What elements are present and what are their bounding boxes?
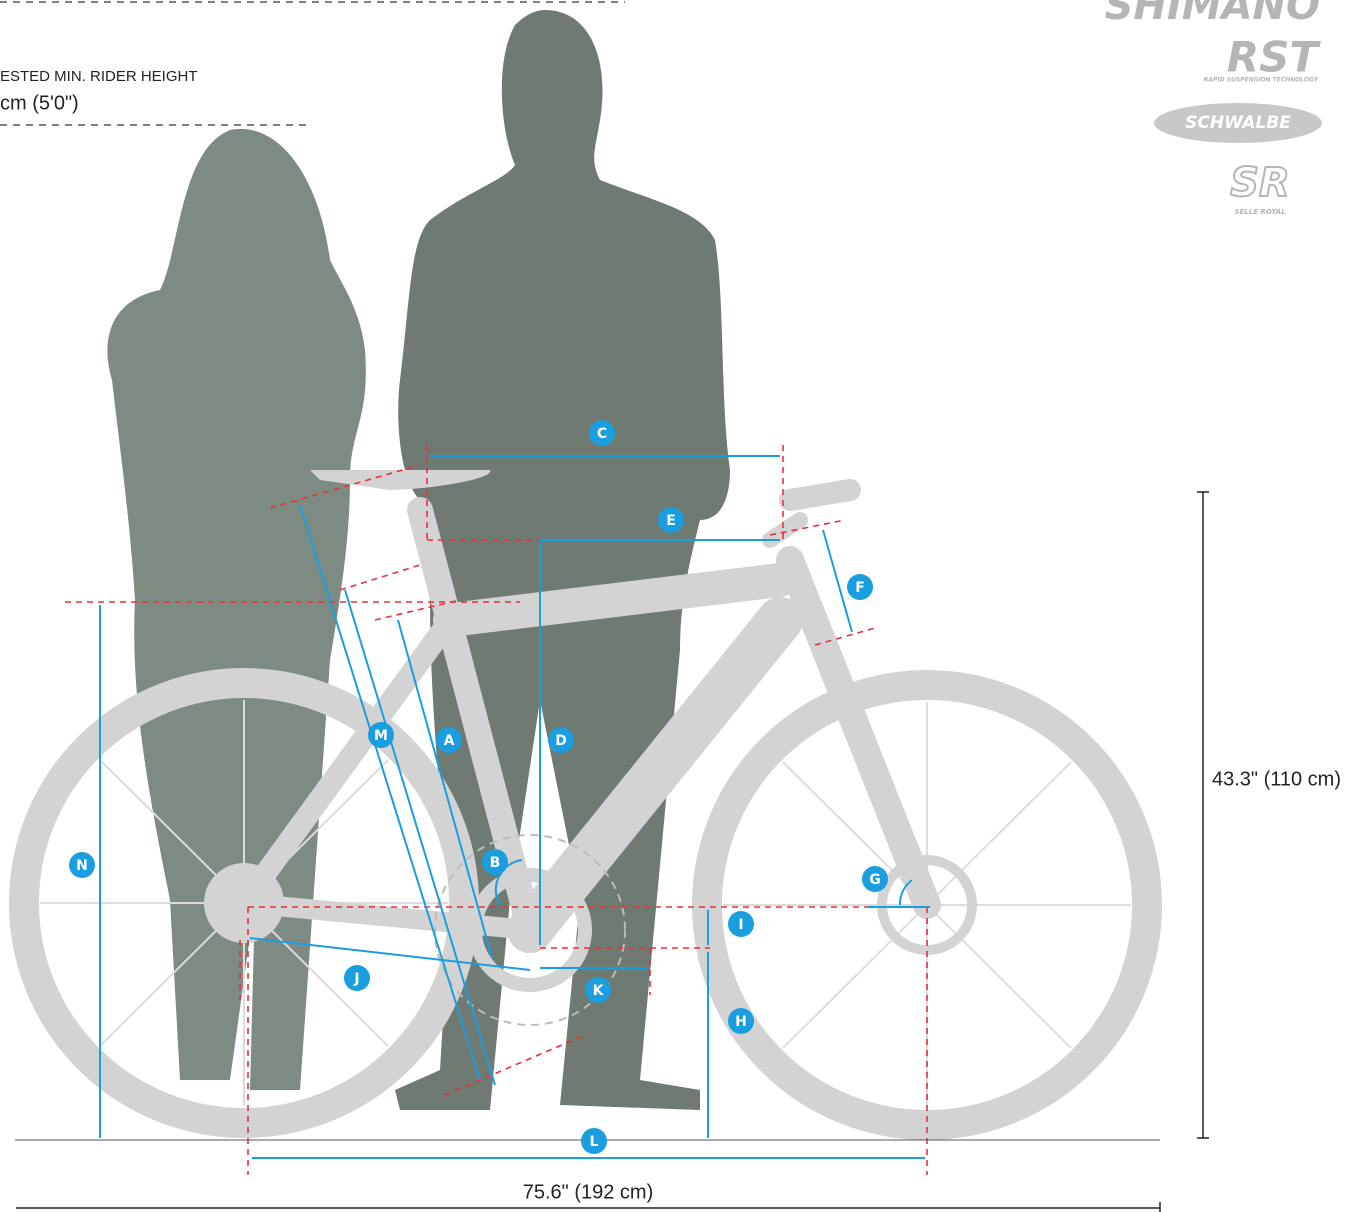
marker-letter: F xyxy=(855,580,865,596)
marker-letter: K xyxy=(593,983,605,999)
dimension-marker: J xyxy=(344,965,370,991)
dimension-marker: N xyxy=(69,852,95,878)
dimension-marker: C xyxy=(589,420,615,446)
rear-hub xyxy=(204,863,284,943)
dimension-marker: D xyxy=(548,727,574,753)
logo-rst: RST xyxy=(1227,33,1322,82)
logo-sr: SR xyxy=(1230,160,1290,206)
marker-letter: B xyxy=(490,855,501,871)
dimension-marker: I xyxy=(728,911,754,937)
marker-letter: E xyxy=(666,513,676,529)
dimension-marker: A xyxy=(436,727,462,753)
logo-rst-sub: RAPID SUSPENSION TECHNOLOGY xyxy=(1204,77,1319,84)
overall-height: 43.3" (110 cm) xyxy=(1212,768,1341,790)
marker-letter: I xyxy=(738,917,743,933)
dimension-marker: K xyxy=(585,977,611,1003)
geometry-diagram: ESTED MIN. RIDER HEIGHT cm (5'0") SHIMAN… xyxy=(0,0,1371,1212)
logo-shimano: SHIMANO xyxy=(1105,0,1320,29)
marker-letter: N xyxy=(76,858,88,874)
grip xyxy=(790,490,850,500)
marker-letter: L xyxy=(590,1134,599,1150)
line xyxy=(340,565,420,590)
overall-length: 75.6" (192 cm) xyxy=(523,1181,654,1203)
dimension-marker: G xyxy=(862,866,888,892)
dimension-marker: H xyxy=(728,1008,754,1034)
dimension-marker: M xyxy=(368,722,394,748)
marker-letter: C xyxy=(597,426,607,442)
rider-height-label: ESTED MIN. RIDER HEIGHT xyxy=(0,68,198,85)
marker-letter: G xyxy=(869,872,881,888)
dimension-marker: E xyxy=(658,507,684,533)
marker-letter: M xyxy=(374,728,388,744)
marker-letter: A xyxy=(444,733,455,749)
marker-letter: J xyxy=(353,971,359,987)
logo-schwalbe: SCHWALBE xyxy=(1185,113,1291,133)
logo-selle-royal: SELLE ROYAL xyxy=(1234,208,1285,216)
dimension-marker: L xyxy=(581,1128,607,1154)
marker-letter: H xyxy=(735,1014,747,1030)
dimension-marker: F xyxy=(847,574,873,600)
dimension-marker: B xyxy=(482,849,508,875)
marker-letter: D xyxy=(555,733,567,749)
rider-height-value: cm (5'0") xyxy=(0,92,79,114)
